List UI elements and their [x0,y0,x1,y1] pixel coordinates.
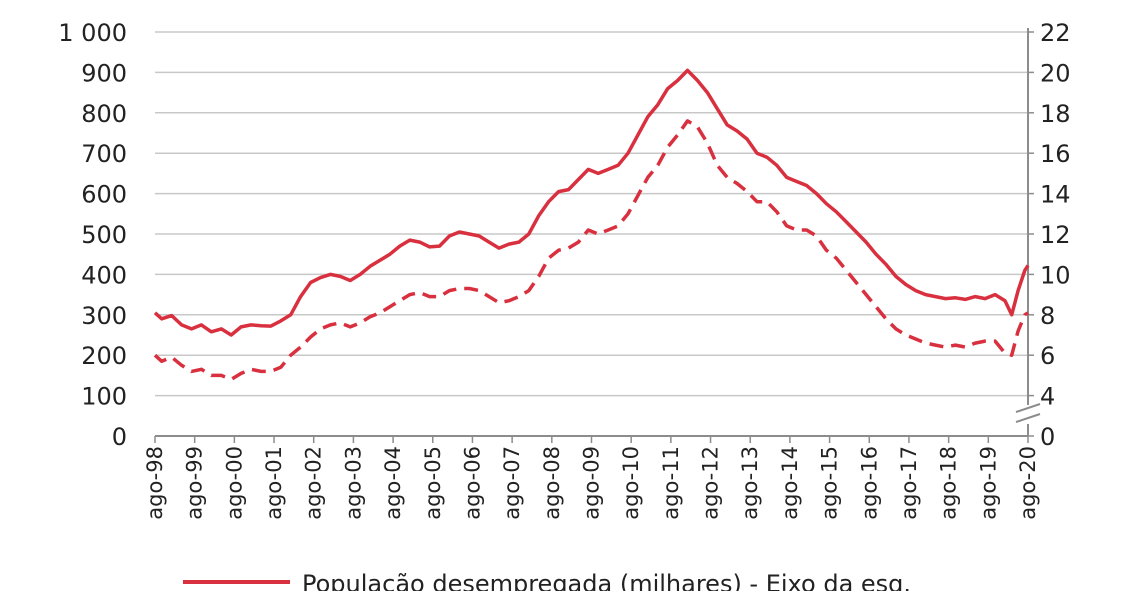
grid [155,31,1028,397]
x-axis-ticks: ago-98 ago-99 ago-00 ago-01 ago-02 ago-03 ago-… [143,436,1040,520]
right-tick-label: 16 [1040,140,1071,168]
right-tick-label: 8 [1040,302,1055,330]
x-tick-label: ago-12 [699,446,723,520]
x-tick-label: ago-15 [818,446,842,520]
right-tick-label: 12 [1040,221,1071,249]
x-tick-label: ago-03 [341,446,365,520]
x-tick-label: ago-11 [659,446,683,520]
right-axis-ticks: 0 4 6 8 10 12 14 16 18 20 22 [1028,19,1071,451]
left-tick-label: 100 [81,383,127,411]
x-tick-label: ago-00 [222,446,246,520]
x-tick-label: ago-09 [580,446,604,520]
axis-break-stroke [1015,413,1041,423]
left-tick-label: 500 [81,221,127,249]
right-tick-label: 18 [1040,100,1071,128]
x-tick-label: ago-10 [619,446,643,520]
series-group [153,68,1030,382]
axis-break-icon [1015,403,1041,423]
left-tick-label: 300 [81,302,127,330]
legend: População desempregada (milhares) - Eixo… [183,570,911,591]
left-tick-label: 0 [112,423,127,451]
x-tick-label: ago-08 [540,446,564,520]
x-tick-label: ago-99 [183,446,207,520]
legend-label: População desempregada (milhares) - Eixo… [302,570,911,591]
left-tick-label: 1 000 [58,19,127,47]
x-tick-label: ago-20 [1016,446,1040,520]
axis-break-stroke [1015,403,1041,413]
left-axis-ticks: 0 100 200 300 400 500 600 700 800 900 1 000 [58,19,127,451]
right-tick-label: 22 [1040,19,1071,47]
x-tick-label: ago-01 [262,446,286,520]
right-tick-label: 4 [1040,383,1055,411]
right-tick-label: 0 [1040,423,1055,451]
left-tick-label: 400 [81,261,127,289]
x-tick-label: ago-18 [937,446,961,520]
left-tick-label: 800 [81,100,127,128]
left-tick-label: 900 [81,59,127,87]
left-tick-label: 700 [81,140,127,168]
x-tick-label: ago-16 [857,446,881,520]
x-tick-label: ago-06 [460,446,484,520]
right-tick-label: 6 [1040,342,1055,370]
right-tick-label: 10 [1040,261,1071,289]
left-tick-label: 600 [81,181,127,209]
x-tick-label: ago-05 [421,446,445,520]
x-tick-label: ago-13 [738,446,762,520]
right-tick-label: 20 [1040,59,1071,87]
x-tick-label: ago-07 [500,446,524,520]
right-tick-label: 14 [1040,181,1071,209]
x-tick-label: ago-14 [778,446,802,520]
x-tick-label: ago-98 [143,446,167,520]
left-tick-label: 200 [81,342,127,370]
x-tick-label: ago-04 [381,446,405,520]
x-tick-label: ago-02 [302,446,326,520]
series-line-solid [153,68,1030,337]
x-tick-label: ago-19 [976,446,1000,520]
x-tick-label: ago-17 [897,446,921,520]
series-line-dashed [153,119,1029,382]
